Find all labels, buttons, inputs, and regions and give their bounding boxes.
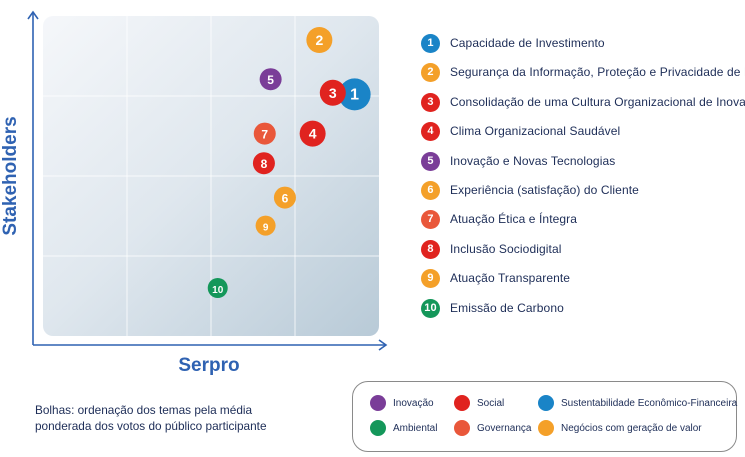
bubble-5: 5 bbox=[259, 68, 282, 91]
legend-number-badge: 6 bbox=[421, 180, 440, 200]
bubble-number: 2 bbox=[315, 32, 323, 48]
legend-item-3: 3 Consolidação de uma Cultura Organizacio… bbox=[421, 92, 745, 112]
x-axis-label: Serpro bbox=[178, 355, 239, 376]
category-item-ambiental: Ambiental bbox=[370, 420, 437, 436]
bubble-circle bbox=[207, 278, 228, 298]
category-label-governanca: Governança bbox=[477, 422, 532, 434]
bubble-circle bbox=[319, 79, 346, 106]
bubble-number: 1 bbox=[350, 86, 359, 103]
legend-label: Emissão de Carbono bbox=[450, 301, 564, 315]
legend-label: Atuação Ética e Íntegra bbox=[450, 212, 578, 226]
legend-label: Inclusão Sociodigital bbox=[450, 242, 562, 256]
y-axis-label: Stakeholders bbox=[0, 116, 21, 235]
legend-item-10: 10 Emissão de Carbono bbox=[421, 298, 564, 318]
legend-number-badge: 4 bbox=[421, 121, 440, 141]
bubble-number: 6 bbox=[282, 192, 289, 206]
blue-circle-icon bbox=[538, 395, 554, 411]
legend-item-1: 1 Capacidade de Investimento bbox=[421, 33, 605, 53]
green-circle-icon bbox=[370, 420, 386, 436]
category-label-inovacao: Inovação bbox=[393, 397, 434, 409]
legend-number-badge: 3 bbox=[421, 92, 440, 112]
legend-number-badge: 5 bbox=[421, 151, 440, 171]
category-item-inovacao: Inovação bbox=[370, 395, 434, 411]
bubble-number: 10 bbox=[212, 285, 224, 296]
category-item-sustentabilidade: Sustentabilidade Econômico-Financeira bbox=[538, 395, 737, 411]
bubble-10: 10 bbox=[207, 278, 228, 298]
legend-item-4: 4 Clima Organizacional Saudável bbox=[421, 121, 620, 141]
bubble-6: 6 bbox=[273, 186, 296, 209]
category-legend: Inovação Social Sustentabilidade Econômi… bbox=[352, 381, 737, 452]
bubble-4: 4 bbox=[299, 120, 326, 147]
bubble-circle bbox=[338, 78, 371, 111]
legend-label: Capacidade de Investimento bbox=[450, 36, 605, 50]
orange-circle-icon bbox=[538, 420, 554, 436]
bubble-2: 2 bbox=[306, 27, 333, 53]
legend-number-badge: 8 bbox=[421, 239, 440, 259]
category-label-negocios: Negócios com geração de valor bbox=[561, 422, 702, 434]
x-axis-arrow bbox=[378, 339, 388, 351]
bubble-circle bbox=[255, 215, 276, 236]
category-item-governanca: Governança bbox=[454, 420, 531, 436]
bubble-note: Bolhas: ordenação dos temas pela média p… bbox=[35, 403, 267, 433]
bubble-number: 4 bbox=[309, 126, 317, 142]
legend-item-6: 6 Experiência (satisfação) do Cliente bbox=[421, 180, 639, 200]
legend-label: Segurança da Informação, Proteção e Priv… bbox=[450, 65, 745, 79]
bubble-number: 5 bbox=[267, 73, 274, 87]
legend-item-5: 5 Inovação e Novas Tecnologias bbox=[421, 151, 615, 171]
legend-item-7: 7 Atuação Ética e Íntegra bbox=[421, 209, 577, 229]
bubble-circle bbox=[253, 122, 276, 145]
legend-label: Inovação e Novas Tecnologias bbox=[450, 154, 616, 168]
bubble-circle bbox=[252, 152, 275, 175]
purple-circle-icon bbox=[370, 395, 386, 411]
bubble-3: 3 bbox=[319, 79, 346, 106]
category-item-social: Social bbox=[454, 395, 504, 411]
legend-number-badge: 9 bbox=[421, 268, 440, 288]
legend-number-badge: 2 bbox=[421, 62, 440, 82]
legend-number-badge: 1 bbox=[421, 33, 440, 53]
bubble-number: 7 bbox=[261, 128, 268, 142]
legend-item-9: 9 Atuação Transparente bbox=[421, 268, 570, 288]
legend-label: Experiência (satisfação) do Cliente bbox=[450, 183, 639, 197]
bubble-number: 8 bbox=[261, 157, 268, 171]
legend-label: Clima Organizacional Saudável bbox=[450, 124, 621, 138]
bubble-number: 9 bbox=[263, 223, 269, 234]
bubble-9: 9 bbox=[255, 215, 276, 236]
legend-number-badge: 7 bbox=[421, 209, 440, 229]
legend-label: Atuação Transparente bbox=[450, 271, 571, 285]
bubble-circle bbox=[299, 120, 326, 147]
bubble-circle bbox=[273, 186, 296, 209]
legend-item-8: 8 Inclusão Sociodigital bbox=[421, 239, 562, 259]
legend-item-2: 2 Segurança da Informação, Proteção e Pri… bbox=[421, 62, 745, 82]
legend-label: Consolidação de uma Cultura Organizacion… bbox=[450, 95, 745, 109]
bubble-number: 3 bbox=[329, 85, 337, 101]
y-axis-arrow bbox=[27, 10, 39, 20]
bubble-1: 1 bbox=[338, 78, 371, 111]
bubble-circle bbox=[259, 68, 282, 91]
category-label-social: Social bbox=[477, 397, 505, 409]
legend-number-badge: 10 bbox=[421, 298, 440, 318]
bubble-7: 7 bbox=[253, 122, 276, 145]
category-label-sustentabilidade: Sustentabilidade Econômico-Financeira bbox=[561, 397, 738, 409]
category-label-ambiental: Ambiental bbox=[393, 422, 438, 434]
category-item-negocios: Negócios com geração de valor bbox=[538, 420, 702, 436]
red-circle-icon bbox=[454, 395, 470, 411]
bubbles-layer: 1 2 3 4 5 6 7 8 9 10 bbox=[207, 27, 371, 298]
bubble-circle bbox=[306, 27, 333, 53]
axes: Serpro Stakeholders bbox=[0, 10, 388, 376]
orange-red-circle-icon bbox=[454, 420, 470, 436]
bubble-8: 8 bbox=[252, 152, 275, 175]
